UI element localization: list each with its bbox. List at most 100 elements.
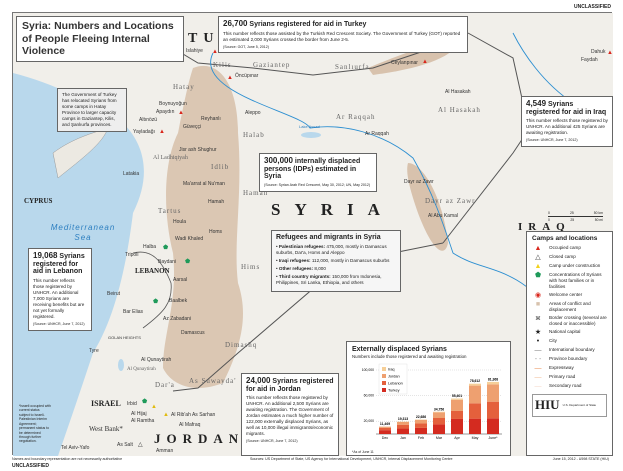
occupied-camp-icon: ▲ — [607, 50, 613, 56]
legend-item: - - Province boundary — [532, 356, 607, 363]
chart-note: *As of June 11 — [352, 449, 374, 454]
concentration-icon: ⬟ — [142, 399, 148, 405]
turkey-heading: Syrians registered for aid in Turkey — [249, 21, 367, 28]
place-tel-aviv: Tel Aviv-Yafo — [61, 445, 90, 451]
legend-label-iraq: Iraq — [388, 367, 395, 371]
country-cyprus: CYPRUS — [24, 197, 53, 205]
place-yayladagi: Yayladağı — [133, 129, 155, 135]
x-tick-label: Jan — [400, 436, 406, 440]
x-tick-label: May — [472, 436, 479, 440]
bar-segment-jordan — [397, 421, 409, 425]
region-dara: Dar'a — [155, 381, 175, 389]
place-irbid: Irbid — [127, 401, 137, 407]
region-al-hasakah: Al Hasakah — [438, 106, 481, 114]
line-icon: — — [534, 365, 542, 373]
jordan-heading: Syrians registered for aid in Jordan — [246, 378, 334, 393]
golan-label: GOLAN HEIGHTS — [108, 335, 141, 340]
legend-item: ★ National capital — [532, 329, 607, 336]
camp-construction-icon: ▲ — [151, 404, 157, 410]
chart-svg: 20,000 60,000 100,000 11,469 Dec 19,313 Jan 22,… — [362, 363, 502, 440]
place-altinozu: Altınözü — [139, 117, 158, 123]
place-tripoli: Tripoli — [125, 252, 139, 258]
place-aleppo: Aleppo — [245, 110, 261, 116]
bar-segment-turkey — [415, 427, 427, 434]
camp-construction-icon: ▲ — [163, 412, 169, 418]
place-as-salt: As Salt — [117, 442, 133, 448]
concentration-icon: ⬟ — [185, 259, 191, 265]
place-ar-raqqah: Ar Raqqah — [365, 131, 389, 137]
legend-label: Province boundary — [549, 356, 588, 362]
bar-segment-turkey — [451, 418, 463, 434]
occupied-camp-icon: ▲ — [227, 75, 233, 81]
place-maarrat-al-numan: Ma'arrat al Nu'man — [183, 181, 225, 187]
x-tick-label: Mar — [436, 436, 443, 440]
legend-label: Border crossing (several are closed or i… — [549, 315, 607, 327]
west-bank-label: West Bank* — [89, 425, 123, 433]
legend-swatch-lebanon — [382, 380, 386, 385]
place-wadi-khaled: Wadi Khaled — [175, 236, 204, 242]
place-apaydin: Apaydın — [156, 109, 175, 115]
x-tick-label: Feb — [418, 436, 424, 440]
place-amman: Amman — [156, 448, 174, 454]
legend-item: ◉ Welcome center — [532, 292, 607, 299]
lebanon-info-box: 19,068 Syrians registered for aid in Leb… — [28, 248, 92, 331]
turkey-info-box: 26,700 Syrians registered for aid in Tur… — [218, 16, 468, 54]
conflict-area-west — [163, 65, 243, 388]
place-aarsal: Aarsal — [173, 277, 188, 283]
place-baydani: Baydani — [158, 259, 177, 265]
camp-under-construction-triangle-icon: ▲ — [534, 263, 542, 271]
place-homs: Homs — [209, 229, 223, 235]
region-hamah: Hamah — [243, 189, 269, 197]
jordan-source: (Source: UNHCR, June 7, 2012) — [246, 439, 298, 444]
bar-segment-lebanon — [469, 403, 481, 419]
legend-label: Expressway — [549, 365, 574, 371]
star-icon: ★ — [534, 329, 542, 337]
region-kilis: Kilis — [213, 61, 232, 69]
place-az-zabadani: Az Zabadani — [163, 316, 192, 322]
line-icon: — — [534, 383, 542, 391]
place-beirut: Beirut — [107, 291, 121, 297]
x-tick-label: June* — [488, 436, 498, 440]
legend-item: ■ Areas of conflict and displacement — [532, 301, 607, 313]
bar-segment-jordan — [451, 399, 463, 411]
region-gaziantep: Gaziantep — [253, 61, 291, 69]
euphrates-river — [210, 52, 554, 314]
iraq-text: This number reflects those registered by… — [526, 118, 608, 136]
conflict-area-swatch-icon: ■ — [535, 301, 541, 309]
bar-total-label: 78,612 — [470, 379, 480, 383]
legend-item: ▲ Occupied camp — [532, 245, 607, 252]
place-faydah: Faydah — [581, 57, 598, 63]
bar-segment-iraq — [433, 411, 445, 413]
line-icon: — — [534, 347, 542, 355]
x-tick-label: Dec — [382, 436, 389, 440]
legend-item: △ Closed camp — [532, 254, 607, 261]
place-al-ribah-as-sarhan: Al Rib'ah As Sarhan — [171, 412, 216, 418]
bar-total-label: 81,368 — [488, 377, 498, 381]
refugee-item: • Iraqi refugees: 112,000, mostly in Dam… — [276, 257, 390, 263]
bar-segment-jordan — [469, 385, 481, 404]
legend-item: — Secondary road — [532, 383, 607, 390]
lebanon-border — [132, 251, 172, 329]
bar-segment-iraq — [487, 381, 499, 385]
region-hatay: Hatay — [173, 83, 195, 91]
legend-label: Occupied camp — [549, 245, 581, 251]
bar-total-label: 34,756 — [434, 407, 444, 411]
place-al-hijaj: Al Hijaj — [131, 411, 147, 417]
bar-segment-iraq — [469, 383, 481, 386]
sea-label: Mediterranean Sea — [50, 223, 116, 242]
concentration-icon: ⬟ — [163, 245, 169, 251]
bar-segment-turkey — [379, 429, 391, 434]
bar-total-label: 22,686 — [416, 415, 426, 419]
refugee-item: • Other refugees: 8,000 — [276, 265, 326, 271]
region-as-suwayda: As Suwayda' — [189, 377, 237, 385]
legend-label: Closed camp — [549, 254, 576, 260]
welcome-center-dot-icon: ◉ — [534, 292, 542, 300]
country-lebanon: LEBANON — [135, 267, 170, 275]
refugees-heading: Refugees and migrants in Syria — [276, 234, 381, 241]
legend-label: Concentrations of Syrians with host fami… — [549, 272, 602, 290]
region-ar-raqqah: Ar Raqqah — [336, 113, 376, 121]
refugee-item: • Third country migrants: 150,000 from I… — [276, 273, 382, 285]
region-hims: Hims — [241, 263, 261, 271]
dot-icon: • — [536, 338, 540, 346]
bar-segment-turkey — [397, 428, 409, 434]
